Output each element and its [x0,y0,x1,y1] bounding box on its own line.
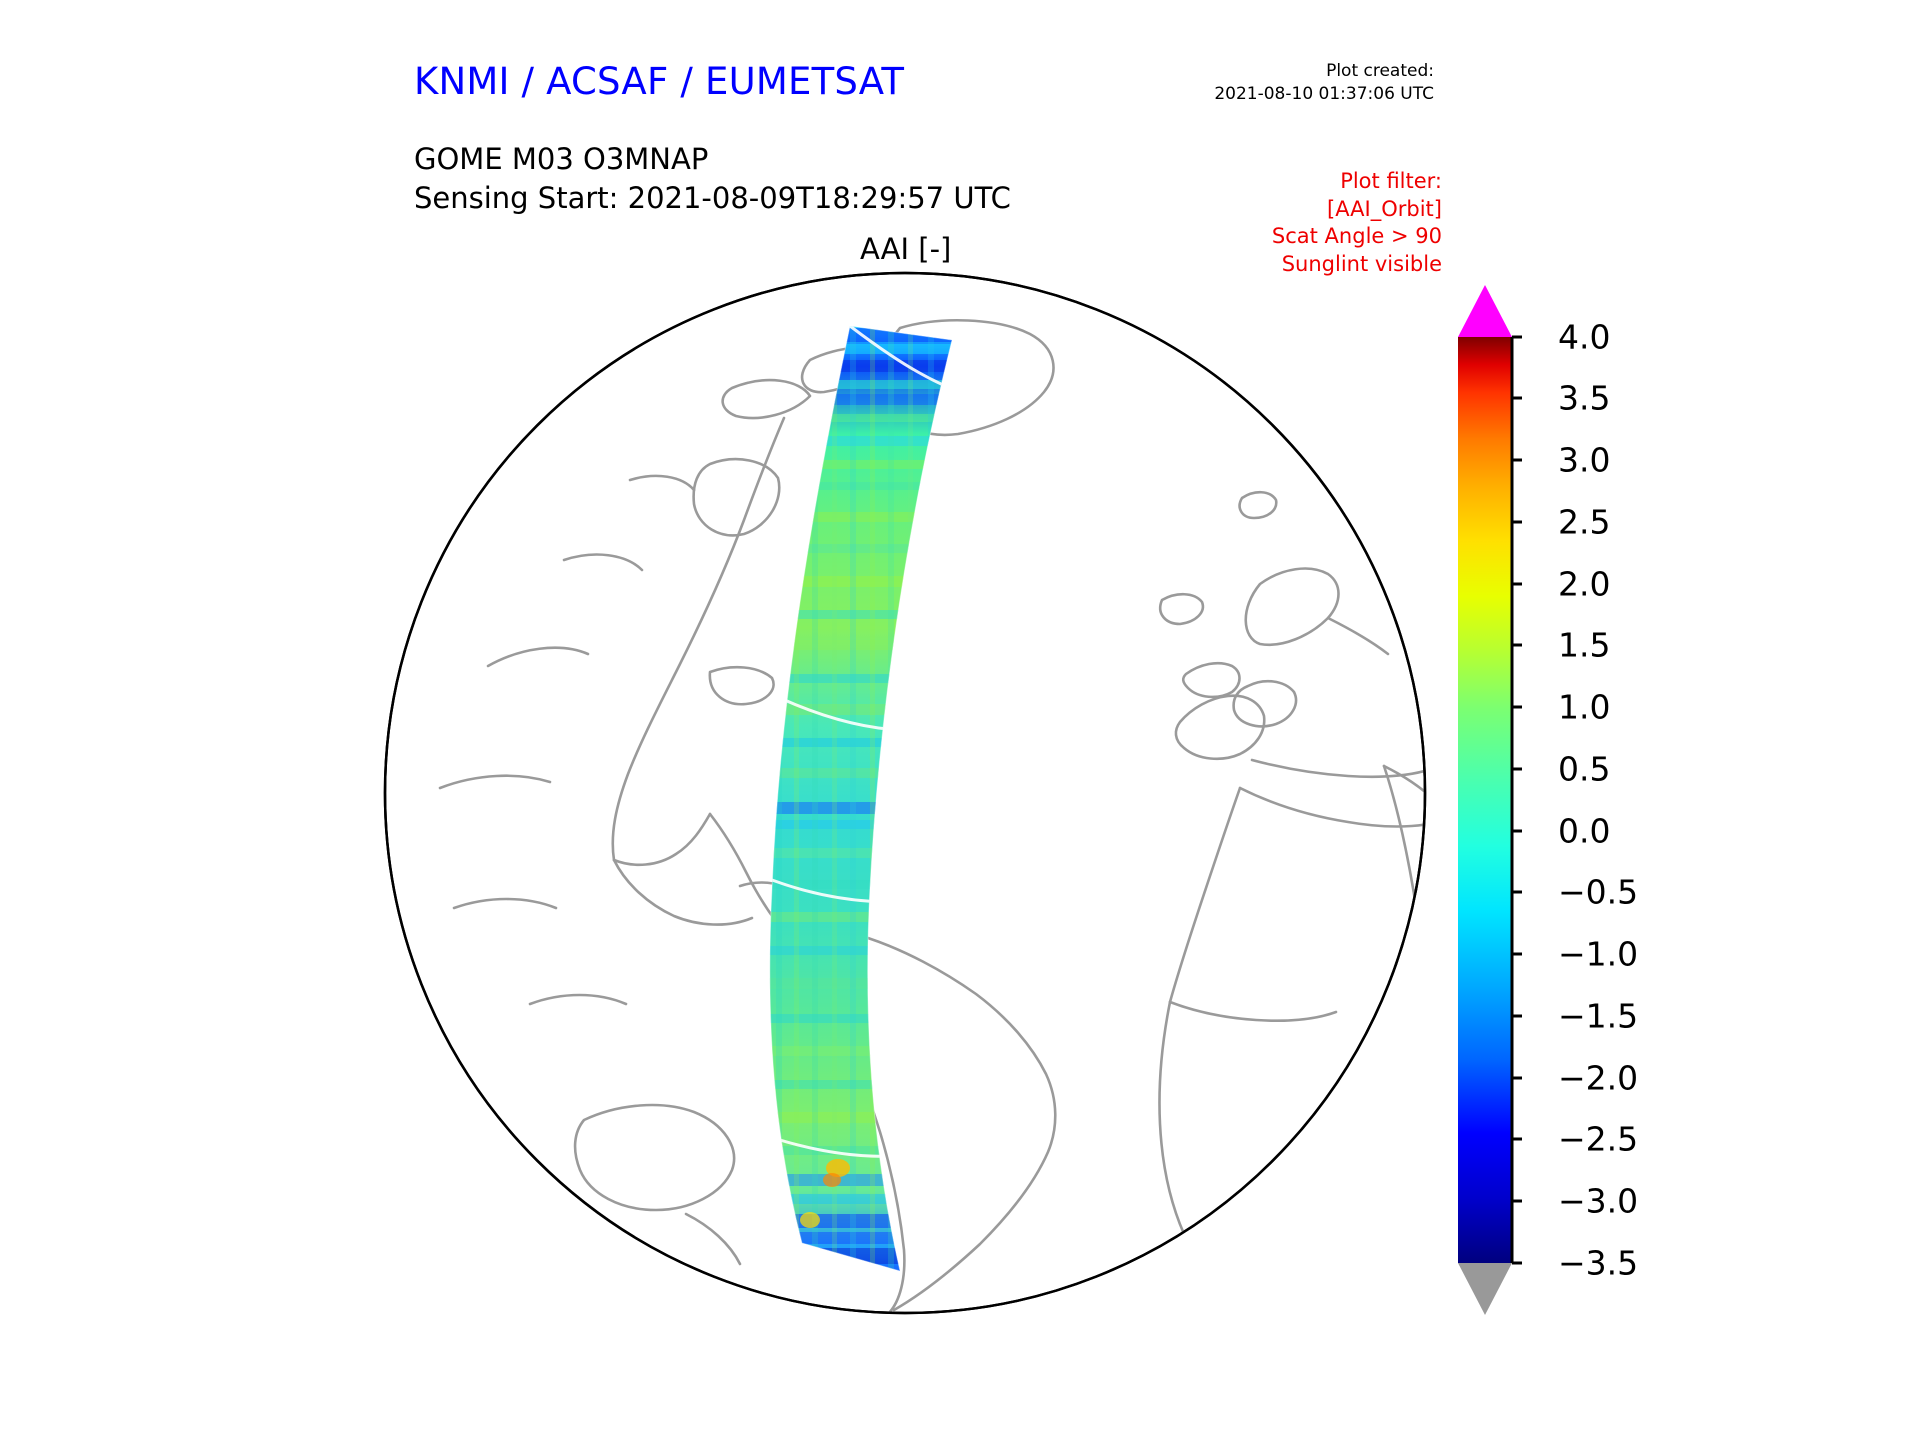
cb-tick-15: −3.5 [1558,1243,1639,1283]
organisation-header: KNMI / ACSAF / EUMETSAT [414,60,905,103]
title-block: GOME M03 O3MNAP Sensing Start: 2021-08-0… [414,140,1011,217]
cb-tick-2: 3.0 [1558,440,1611,480]
plot-filter-line-1: [AAI_Orbit] [1327,196,1442,221]
plot-created-timestamp: 2021-08-10 01:37:06 UTC [1214,83,1434,104]
cb-tick-10: −1.0 [1558,934,1639,974]
product-title: GOME M03 O3MNAP [414,142,709,176]
plot-created-label: Plot created: [1326,61,1434,81]
colorbar-tick-labels: 4.0 3.5 3.0 2.5 2.0 1.5 1.0 0.5 0.0 −0.5… [1524,285,1704,1315]
cb-tick-4: 2.0 [1558,564,1611,604]
cb-tick-7: 0.5 [1558,749,1611,789]
cb-tick-5: 1.5 [1558,625,1611,665]
sensing-start-label: Sensing Start: 2021-08-09T18:29:57 UTC [414,180,1011,215]
colorbar-ticks [1510,335,1522,1265]
plot-filter-line-2: Scat Angle > 90 [1271,224,1442,249]
quantity-title: AAI [-] [860,232,952,266]
colorbar-bar [1458,337,1512,1263]
cb-tick-6: 1.0 [1558,687,1611,727]
globe-outline-top [383,271,1427,1315]
colorbar-over-arrow [1458,285,1512,337]
cb-tick-3: 2.5 [1558,502,1611,542]
cb-tick-0: 4.0 [1558,317,1611,357]
cb-tick-13: −2.5 [1558,1119,1639,1159]
cb-tick-9: −0.5 [1558,872,1639,912]
plot-filter-line-0: Plot filter: [1340,169,1442,193]
cb-tick-12: −2.0 [1558,1058,1639,1098]
colorbar-gradient [1458,285,1522,1315]
cb-tick-1: 3.5 [1558,378,1611,418]
plot-filter-block: Plot filter: [AAI_Orbit] Scat Angle > 90… [1272,168,1442,279]
map-plot-area [380,268,1430,1318]
plot-created-block: Plot created: 2021-08-10 01:37:06 UTC [1214,60,1434,106]
cb-tick-14: −3.0 [1558,1181,1639,1221]
colorbar: 4.0 3.5 3.0 2.5 2.0 1.5 1.0 0.5 0.0 −0.5… [1452,285,1712,1315]
orthographic-globe [383,271,1427,1315]
cb-tick-8: 0.0 [1558,811,1611,851]
cb-tick-11: −1.5 [1558,996,1639,1036]
colorbar-under-arrow [1458,1263,1512,1315]
plot-filter-line-3: Sunglint visible [1281,252,1442,277]
